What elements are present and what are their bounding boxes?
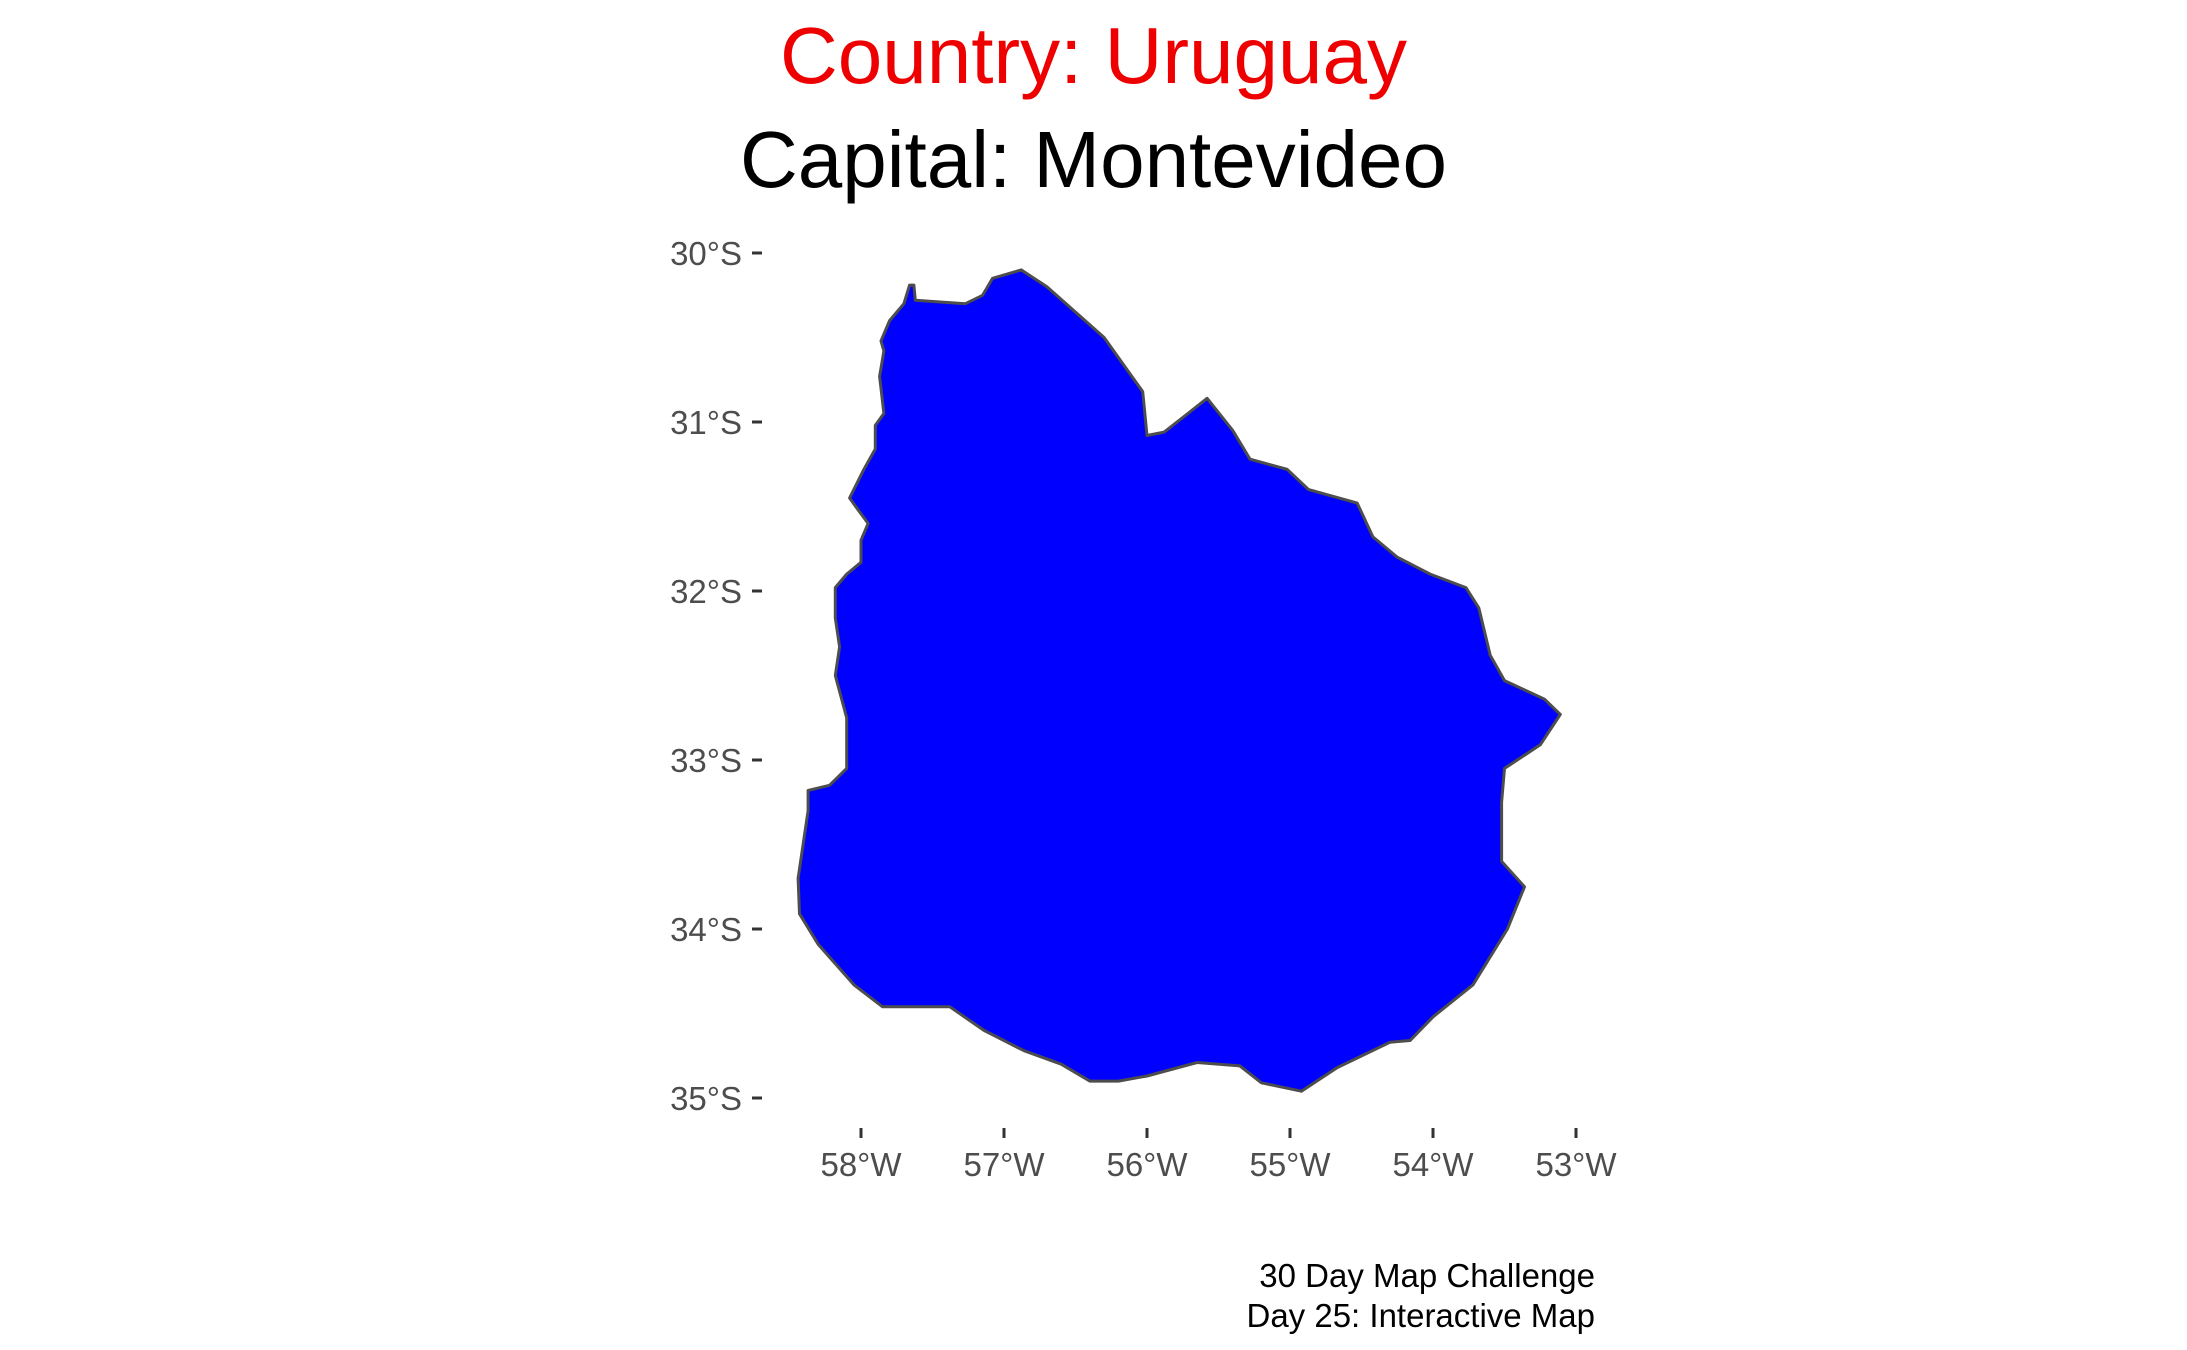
longitude-axis: 58°W 57°W 56°W 55°W 54°W 53°W — [820, 1128, 1617, 1183]
map-title-capital: Capital: Montevideo — [739, 115, 1448, 204]
map-title-country: Country: Uruguay — [780, 11, 1407, 100]
lat-tick-label: 35°S — [670, 1080, 742, 1117]
lat-tick-label: 30°S — [670, 235, 742, 272]
lon-tick-label: 57°W — [963, 1146, 1045, 1183]
lon-tick-label: 55°W — [1249, 1146, 1331, 1183]
lat-tick-label: 31°S — [670, 404, 742, 441]
lon-tick-label: 53°W — [1535, 1146, 1617, 1183]
lat-tick-label: 33°S — [670, 742, 742, 779]
lon-tick-label: 56°W — [1106, 1146, 1188, 1183]
lon-tick-label: 58°W — [820, 1146, 902, 1183]
lat-tick-label: 34°S — [670, 911, 742, 948]
caption-line-2: Day 25: Interactive Map — [1246, 1297, 1596, 1334]
uruguay-shape[interactable] — [796, 268, 1562, 1093]
lon-tick-label: 54°W — [1392, 1146, 1474, 1183]
latitude-axis: 30°S 31°S 32°S 33°S 34°S 35°S — [670, 235, 762, 1117]
caption-line-1: 30 Day Map Challenge — [1259, 1257, 1595, 1294]
lat-tick-label: 32°S — [670, 573, 742, 610]
country-layer — [796, 268, 1562, 1093]
